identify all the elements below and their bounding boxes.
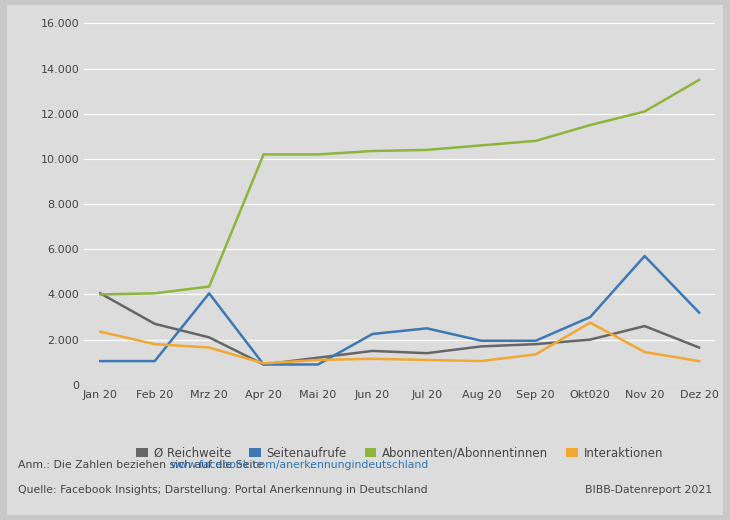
Text: Quelle: Facebook Insights; Darstellung: Portal Anerkennung in Deutschland: Quelle: Facebook Insights; Darstellung: …: [18, 485, 428, 495]
Text: Anm.: Die Zahlen beziehen sich auf die Seite: Anm.: Die Zahlen beziehen sich auf die S…: [18, 460, 267, 470]
Text: www.facebook.com/anerkennungindeutschland: www.facebook.com/anerkennungindeutschlan…: [171, 460, 429, 470]
Legend: Ø Reichweite, Seitenaufrufe, Abonnenten/Abonnentinnen, Interaktionen: Ø Reichweite, Seitenaufrufe, Abonnenten/…: [136, 447, 664, 460]
Text: .: .: [310, 460, 314, 470]
Text: BIBB-Datenreport 2021: BIBB-Datenreport 2021: [585, 485, 712, 495]
